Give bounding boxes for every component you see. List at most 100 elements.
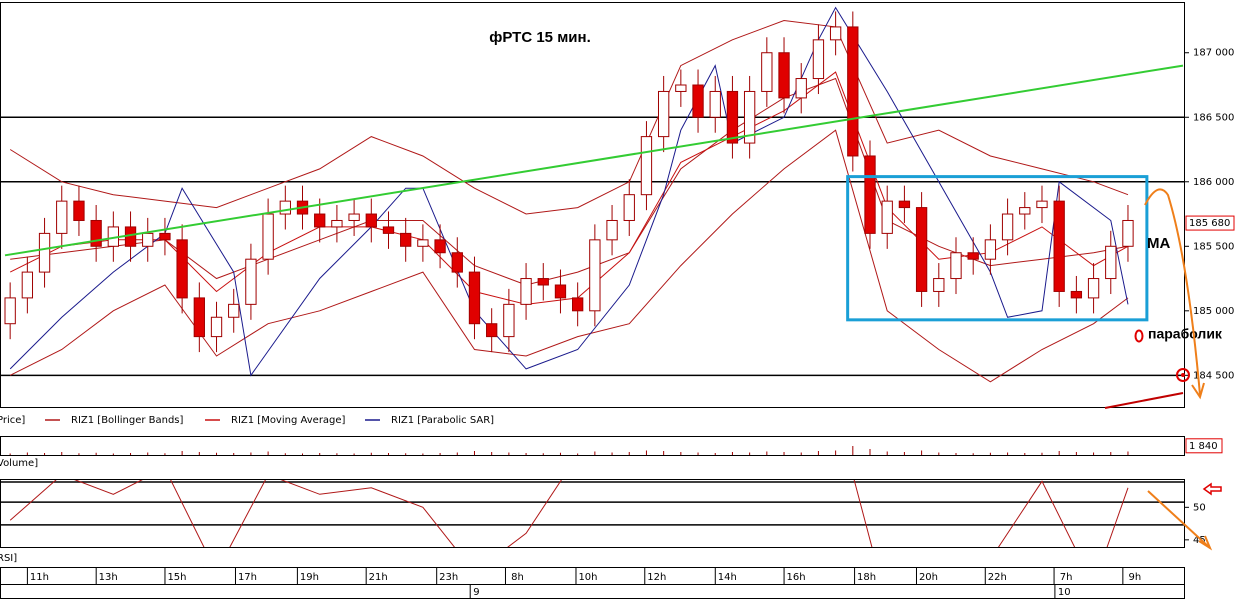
rsi-pane — [0, 479, 1185, 548]
x-tick-label: 17h — [238, 572, 257, 583]
sar-annotation: параболик — [1148, 326, 1223, 342]
rsi-marker — [1202, 482, 1222, 496]
candle-body — [1070, 290, 1083, 299]
x-tick-label: 11h — [30, 572, 49, 583]
legend-label: RIZ1 [Bollinger Bands] — [71, 415, 184, 426]
candle-body — [21, 271, 34, 299]
rsi-plot — [1, 480, 1184, 547]
candle-body — [657, 90, 670, 138]
candle-body — [984, 239, 997, 260]
level-marker — [1176, 368, 1190, 382]
candle-body — [761, 52, 773, 92]
trend-line — [4, 64, 1184, 257]
last-price-tag — [1185, 215, 1235, 231]
last-volume-tag — [1185, 438, 1223, 454]
candle-body — [245, 258, 257, 305]
legend-label: RIZ1 [Parabolic SAR] — [391, 415, 494, 426]
y-tick-label: 50 — [1193, 502, 1206, 513]
x-tick-label: 14h — [718, 572, 737, 583]
x-tick-label: 13h — [99, 572, 118, 583]
candle-body — [778, 52, 790, 99]
candle-body — [1122, 219, 1134, 247]
candle-body — [692, 84, 704, 118]
x-tick-label: 20h — [919, 572, 938, 583]
date-label: 9 — [473, 587, 479, 598]
candle-body — [279, 200, 291, 215]
x-tick-label: 21h — [369, 572, 388, 583]
volume-plot — [9, 446, 1129, 455]
candle-body — [348, 213, 360, 221]
rsi-arrow — [1147, 490, 1211, 549]
x-tick-label: 12h — [647, 572, 666, 583]
candle-body — [451, 252, 463, 273]
candle-body — [1001, 213, 1014, 241]
candle-body — [1087, 278, 1100, 299]
candle-body — [434, 239, 446, 254]
x-tick-label: 8h — [511, 572, 524, 583]
x-tick-label: 16h — [787, 572, 806, 583]
candle-body — [829, 26, 842, 41]
candle-body — [210, 316, 223, 338]
candle-body — [382, 226, 395, 234]
candle-body — [640, 136, 653, 196]
candle-body — [331, 219, 343, 228]
bollinger-upper — [9, 19, 1129, 215]
y-tick-label: 187 000 — [1193, 48, 1234, 59]
candle-body — [193, 297, 205, 338]
candle-body — [709, 90, 721, 118]
candle-body — [1036, 200, 1048, 209]
axes: 187 000 186 500 186 000 185 500 185 000 184 5… — [26, 48, 1235, 598]
time-axis — [0, 567, 1185, 599]
x-tick-label: 18h — [857, 572, 876, 583]
candle-body — [898, 200, 911, 209]
last-volume-label: 1 840 — [1189, 441, 1218, 452]
chart-title: фРТС 15 мин. — [489, 29, 591, 46]
candle-body — [503, 303, 515, 338]
candle-body — [812, 39, 825, 80]
red-stroke — [1104, 392, 1184, 409]
candle-body — [950, 252, 962, 280]
candle-body — [967, 252, 979, 260]
candle-body — [159, 232, 171, 241]
y-tick-label: 184 500 — [1193, 370, 1234, 381]
rsi-line — [9, 480, 1129, 547]
candle-body — [520, 278, 532, 305]
candle-body — [1105, 245, 1117, 280]
price-pane — [0, 2, 1185, 408]
volume-label: Volume] — [0, 458, 38, 469]
forecast-arrow — [1144, 188, 1201, 396]
y-tick-label: 185 500 — [1193, 241, 1234, 252]
candle-body — [4, 297, 16, 325]
level-marker-dot — [1181, 373, 1185, 377]
candle-body — [554, 284, 567, 299]
rsi-arrow-head — [1198, 535, 1213, 551]
candle-body — [572, 297, 584, 312]
candle-body — [537, 278, 549, 286]
x-tick-label: 22h — [988, 572, 1007, 583]
candle-body — [915, 207, 928, 292]
candle-body — [743, 90, 756, 144]
x-tick-label: 23h — [439, 572, 458, 583]
candle-body — [90, 219, 102, 247]
date-label: 10 — [1058, 587, 1071, 598]
candle-body — [400, 232, 412, 247]
candle-body — [795, 78, 807, 99]
x-tick-label: 15h — [167, 572, 186, 583]
y-tick-label: 185 000 — [1193, 306, 1234, 317]
candle-body — [1019, 207, 1031, 215]
price-plot — [1, 6, 1184, 383]
candle-body — [486, 323, 498, 338]
last-price-label: 185 680 — [1189, 218, 1230, 229]
candle-body — [881, 200, 893, 234]
x-tick-label: 10h — [578, 572, 597, 583]
parabolic-sar — [9, 6, 1129, 377]
candle-body — [38, 232, 51, 273]
candle-body — [1053, 200, 1065, 292]
candle-body — [228, 303, 240, 318]
candle-body — [847, 26, 859, 157]
ma-annotation: MA — [1147, 235, 1170, 252]
x-tick-label: 9h — [1128, 572, 1141, 583]
candle-body — [56, 200, 68, 234]
candle-body — [675, 84, 687, 92]
candle-body — [726, 90, 739, 144]
